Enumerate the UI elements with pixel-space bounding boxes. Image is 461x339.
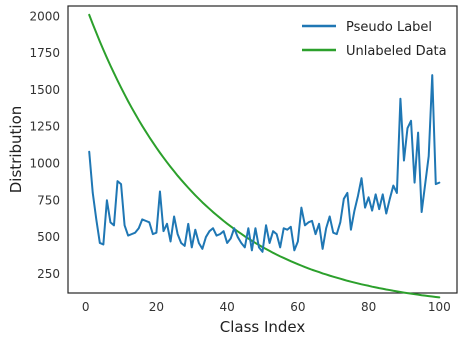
legend: Pseudo Label Unlabeled Data bbox=[302, 20, 447, 59]
series-line-pseudo-label bbox=[88, 74, 441, 253]
x-axis-label: Class Index bbox=[220, 318, 306, 336]
y-tick-label: 1750 bbox=[29, 46, 60, 60]
series-line-unlabeled-data bbox=[88, 13, 441, 299]
x-tick-label: 80 bbox=[361, 300, 376, 314]
plot-border bbox=[67, 5, 458, 294]
y-tick-label: 250 bbox=[37, 267, 60, 281]
y-tick-label: 2000 bbox=[29, 9, 60, 23]
x-tick-label: 20 bbox=[149, 300, 164, 314]
y-tick-label: 500 bbox=[37, 230, 60, 244]
y-axis: 250 500 750 1000 1250 1500 1750 2000 bbox=[29, 9, 60, 281]
x-tick-label: 40 bbox=[219, 300, 234, 314]
x-axis: 0 20 40 60 80 100 bbox=[82, 300, 451, 314]
y-axis-label: Distribution bbox=[7, 106, 25, 194]
x-tick-label: 60 bbox=[290, 300, 305, 314]
y-tick-label: 750 bbox=[37, 193, 60, 207]
x-tick-label: 100 bbox=[428, 300, 451, 314]
plot-frame bbox=[67, 5, 458, 294]
y-tick-label: 1000 bbox=[29, 156, 60, 170]
series-layer bbox=[88, 13, 441, 299]
legend-label: Pseudo Label bbox=[346, 20, 432, 35]
y-tick-label: 1250 bbox=[29, 120, 60, 134]
x-tick-label: 0 bbox=[82, 300, 90, 314]
legend-label: Unlabeled Data bbox=[346, 44, 447, 59]
y-tick-label: 1500 bbox=[29, 83, 60, 97]
